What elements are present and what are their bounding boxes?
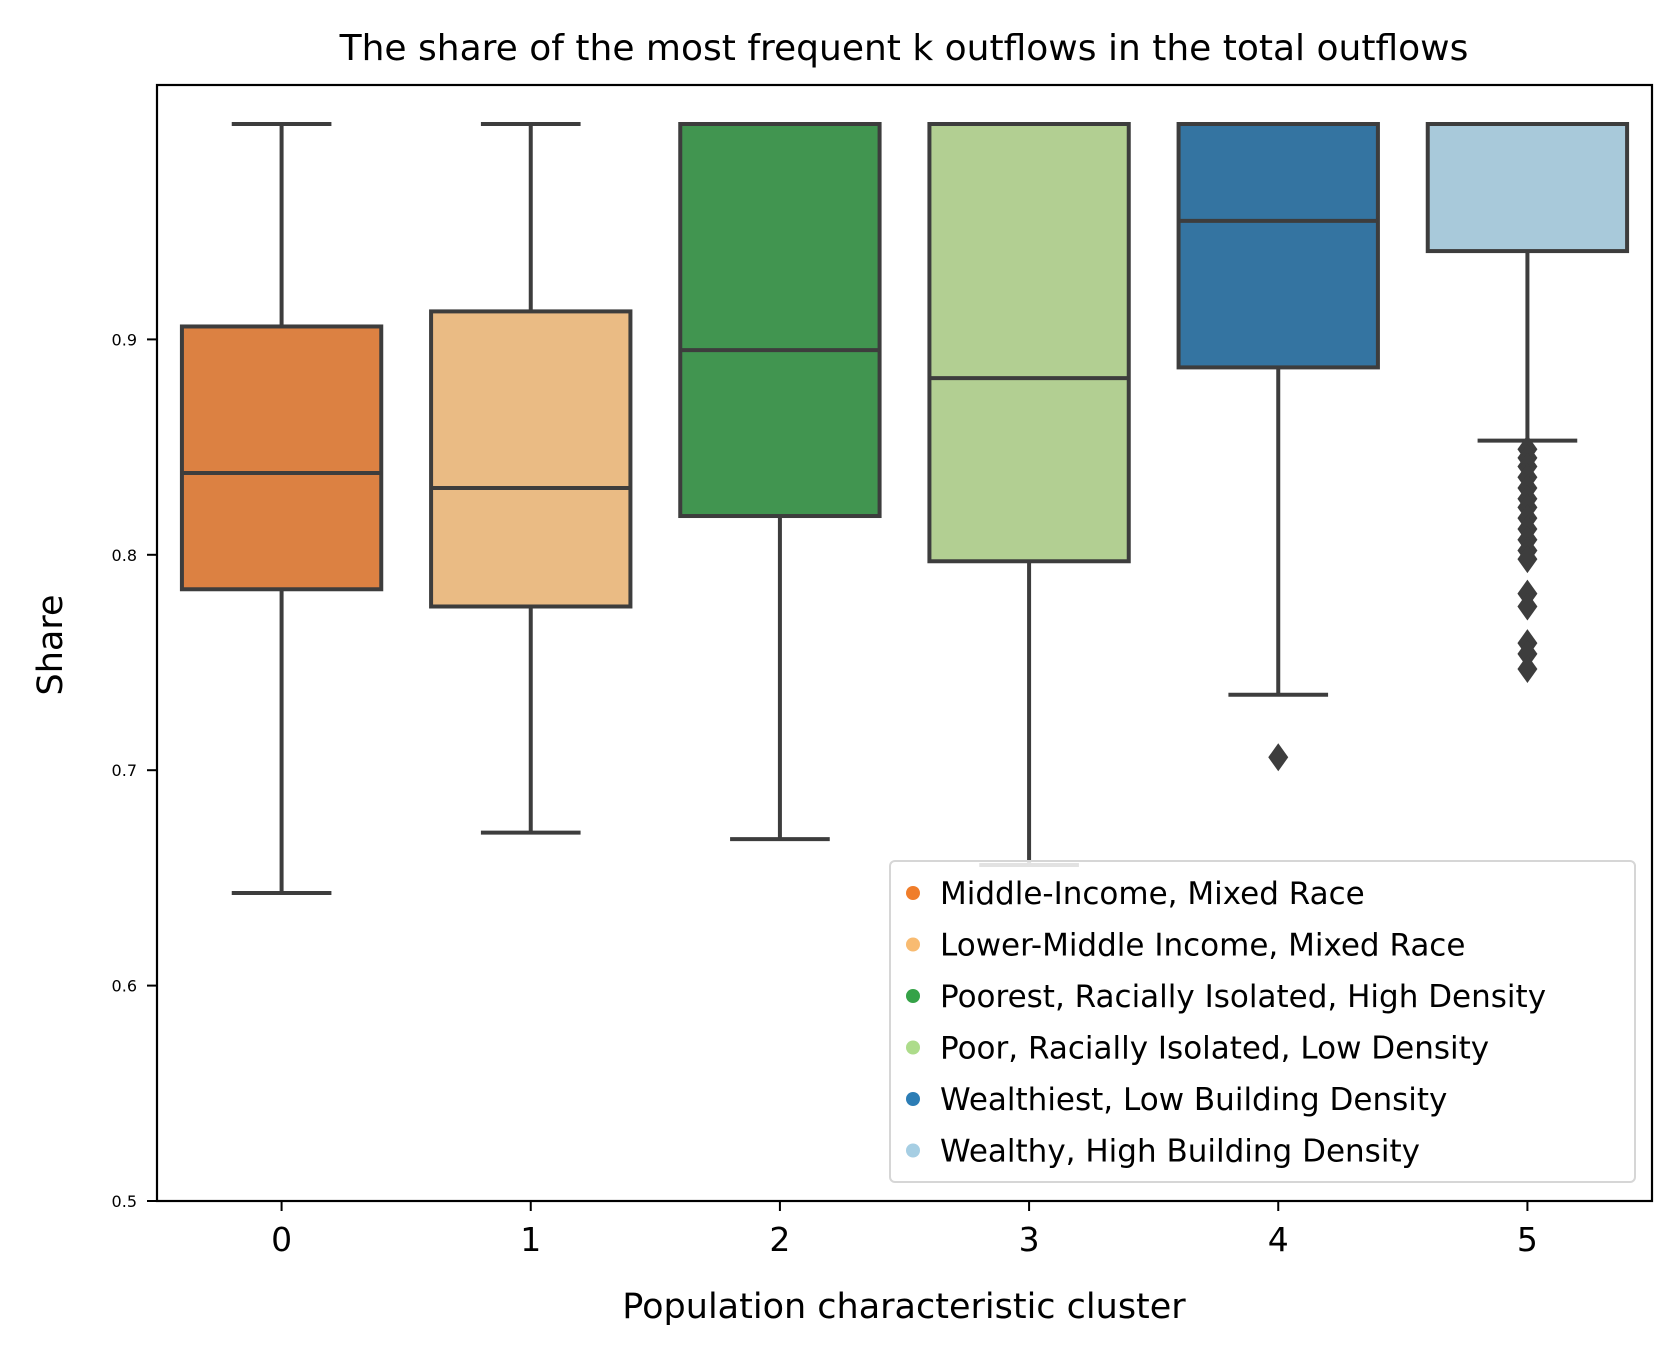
- y-tick-label-0: 0.5: [112, 1192, 137, 1211]
- box-4: [1176, 122, 1380, 370]
- outlier-5-16: [1517, 654, 1538, 683]
- box-group-1: [429, 122, 633, 835]
- box-3: [927, 122, 1131, 564]
- box-group-2: [678, 122, 882, 842]
- legend: Middle-Income, Mixed Race Lower-Middle In…: [889, 860, 1636, 1183]
- y-tick-label-1: 0.6: [112, 977, 137, 996]
- x-tick-label-2: 2: [769, 1220, 790, 1259]
- outlier-5-13: [1517, 592, 1538, 621]
- y-axis-ticks: 0.5 0.6 0.7 0.8 0.9: [112, 330, 157, 1211]
- box-group-3: [927, 122, 1131, 867]
- x-tick-label-5: 5: [1517, 1220, 1538, 1259]
- legend-label-4: Wealthiest, Low Building Density: [940, 1082, 1447, 1118]
- chart-title: The share of the most frequent k outflow…: [339, 28, 1469, 69]
- box-group-0: [179, 122, 384, 895]
- box-group-4: [1176, 122, 1380, 772]
- box-group-5: [1425, 122, 1630, 683]
- legend-label-3: Poor, Racially Isolated, Low Density: [940, 1031, 1489, 1067]
- outlier-5-11: [1517, 545, 1538, 574]
- legend-marker-5: [906, 1143, 920, 1158]
- y-axis-label: Share: [31, 594, 71, 695]
- legend-frame: [889, 860, 1636, 1183]
- outlier-4-0: [1268, 743, 1289, 772]
- legend-marker-0: [906, 886, 920, 900]
- box-2: [678, 122, 882, 519]
- boxes-layer: [179, 122, 1630, 895]
- box-0: [179, 324, 384, 592]
- box-5: [1425, 122, 1630, 254]
- legend-label-2: Poorest, Racially Isolated, High Density: [940, 979, 1546, 1015]
- x-tick-label-1: 1: [520, 1220, 541, 1259]
- box-1: [429, 309, 633, 609]
- y-tick-label-2: 0.7: [112, 761, 137, 780]
- outlier-5-15: [1517, 639, 1538, 668]
- plot-frame: [155, 83, 1654, 1203]
- x-axis-ticks: 0 1 2 3 4 5: [271, 1201, 1538, 1259]
- x-axis-label: Population characteristic cluster: [622, 1287, 1186, 1327]
- legend-label-5: Wealthy, High Building Density: [940, 1134, 1420, 1170]
- x-tick-label-3: 3: [1019, 1220, 1040, 1259]
- legend-marker-3: [906, 1040, 920, 1055]
- x-tick-label-0: 0: [271, 1220, 292, 1259]
- legend-marker-4: [906, 1092, 920, 1106]
- y-tick-label-4: 0.9: [112, 330, 137, 349]
- legend-marker-1: [906, 937, 920, 952]
- legend-label-0: Middle-Income, Mixed Race: [940, 876, 1365, 912]
- legend-label-1: Lower-Middle Income, Mixed Race: [940, 928, 1465, 964]
- y-tick-label-3: 0.8: [112, 546, 137, 565]
- legend-marker-2: [906, 989, 920, 1003]
- x-tick-label-4: 4: [1268, 1220, 1289, 1259]
